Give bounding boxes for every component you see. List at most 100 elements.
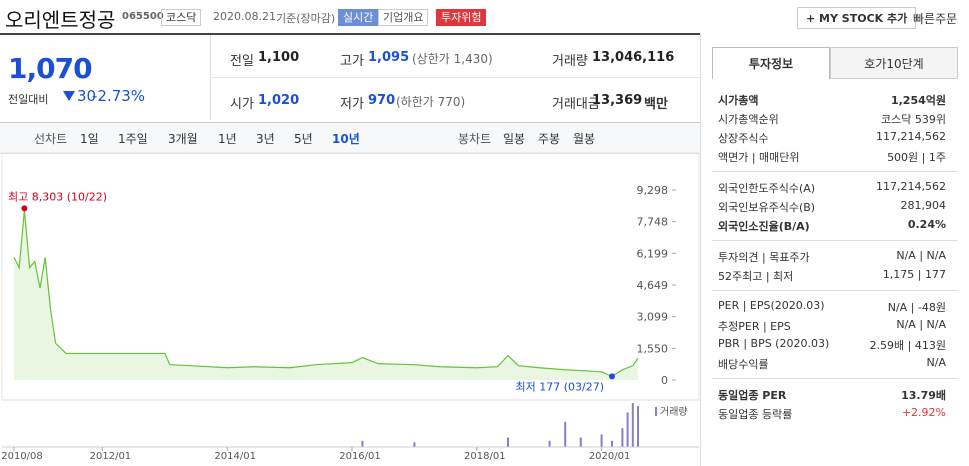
stat-label: 고가 <box>340 54 364 69</box>
volume-legend-swatch <box>655 407 657 416</box>
low-label: 최저 177 (03/27) <box>515 380 604 393</box>
chart: 0 1,550 3,099 4,649 6,199 7,748 9,298 최고 8,303 … <box>1 152 700 462</box>
volume-bar <box>579 437 582 447</box>
company-name: 오리엔트정공 <box>5 8 116 32</box>
volume-bar <box>611 440 613 447</box>
tab[interactable]: 1년 <box>218 132 237 146</box>
info-label: PER | EPS(2020.03) <box>718 299 825 312</box>
my-stock-label: MY STOCK 추가 <box>819 12 908 25</box>
tab[interactable]: 5년 <box>294 132 313 146</box>
info-value: 13.79배 <box>901 389 946 402</box>
x-tick-label: 2018/01 <box>464 451 506 462</box>
info-label: 외국인소진율(B/A) <box>718 220 810 233</box>
stat-value: 13,369 <box>592 93 643 108</box>
info-label: 액면가 | 매매단위 <box>718 151 800 164</box>
x-tick-label: 2010/08 <box>1 451 43 462</box>
tab-label: 봉차트 <box>458 132 492 146</box>
info-value: N/A | N/A <box>896 318 946 331</box>
stat-label: 시가 <box>230 97 254 112</box>
volume-bar <box>413 442 416 447</box>
tab-bar <box>0 122 700 154</box>
info-value: 117,214,562 <box>876 180 946 193</box>
info-value: N/A | -48원 <box>887 301 946 314</box>
info-label: 추정PER | EPS <box>718 320 791 333</box>
stat-label: 저가 <box>340 97 364 112</box>
volume-bar <box>637 406 639 447</box>
down-arrow <box>63 91 75 101</box>
y-tick-label: 1,550 <box>637 342 669 355</box>
separator <box>712 171 958 172</box>
overview-badge[interactable]: 기업개요 <box>378 9 429 26</box>
divider <box>210 77 700 78</box>
stat-note: (하한가 770) <box>396 95 466 109</box>
info-label: 투자의견 | 목표주가 <box>718 251 810 264</box>
stat-value: 1,095 <box>368 50 410 65</box>
info-value: 1,175 | 177 <box>882 268 946 281</box>
info-label: 상장주식수 <box>718 132 769 145</box>
info-value: +2.92% <box>901 406 946 419</box>
info-value: 2.59배 | 413원 <box>869 339 946 352</box>
change-value: 30 <box>77 87 97 105</box>
tab[interactable]: 일봉 <box>503 132 526 146</box>
info-label: 외국인한도주식수(A) <box>718 182 816 195</box>
tab[interactable]: 주봉 <box>538 132 561 146</box>
separator <box>712 290 958 291</box>
stat-value: 13,046,116 <box>592 50 675 65</box>
stat-value: 1,020 <box>258 93 300 108</box>
info-value: N/A | N/A <box>896 249 946 262</box>
basis: 기준(장마감) <box>276 12 336 25</box>
current-price: 1,070 <box>8 52 93 85</box>
y-tick-label: 0 <box>661 374 668 387</box>
info-label: 외국인보유주식수(B) <box>718 201 816 214</box>
x-tick-label: 2020/01 <box>589 451 631 462</box>
tab[interactable]: 1일 <box>80 132 99 146</box>
volume-bar <box>631 403 634 447</box>
info-value: 281,904 <box>900 199 947 212</box>
y-tick-label: 9,298 <box>637 184 669 197</box>
volume-bar <box>507 437 509 447</box>
tab[interactable]: 10년 <box>332 132 360 146</box>
tab[interactable]: 3년 <box>256 132 275 146</box>
x-tick-label: 2016/01 <box>339 451 381 462</box>
divider <box>700 33 701 466</box>
quick-order[interactable]: 빠른주문 <box>913 12 958 26</box>
stat-unit: 백만 <box>644 97 668 112</box>
y-tick-label: 7,748 <box>637 216 669 229</box>
info-label: 배당수익률 <box>718 358 769 371</box>
x-tick-label: 2012/01 <box>90 451 132 462</box>
high-marker <box>21 205 28 212</box>
volume-bar <box>361 440 364 447</box>
low-marker <box>609 373 615 380</box>
stat-value: 970 <box>368 93 396 108</box>
stat-label: 거래대금 <box>552 97 600 112</box>
tab[interactable]: 3개월 <box>168 132 198 146</box>
y-tick-label: 4,649 <box>637 279 669 292</box>
info-value: 1,254억원 <box>890 94 946 107</box>
info-value: 코스닥 539위 <box>881 113 946 126</box>
change-label: 전일대비 <box>8 93 49 106</box>
stat-label: 거래량 <box>552 54 588 69</box>
info-value: 117,214,562 <box>876 130 946 143</box>
info-tab[interactable]: 호가10단계 <box>830 47 958 79</box>
info-value: 0.24% <box>907 218 946 231</box>
price-line <box>13 210 639 378</box>
x-tick-label: 2014/01 <box>214 451 256 462</box>
my-stock-button[interactable]: + MY STOCK 추가 <box>797 7 917 29</box>
market: 코스닥 <box>161 9 202 26</box>
tab[interactable]: 1주일 <box>118 132 148 146</box>
stat-note: (상한가 1,430) <box>412 52 493 66</box>
info-label: PBR | BPS (2020.03) <box>718 337 830 350</box>
volume-bar <box>600 434 603 447</box>
info-tab[interactable]: 투자정보 <box>712 47 830 79</box>
volume-bar <box>564 421 567 447</box>
stat-label: 전일 <box>230 54 254 69</box>
tab[interactable]: 월봉 <box>573 132 596 146</box>
info-label: 시가총액순위 <box>718 113 779 126</box>
warning-badge: 투자위험 <box>436 9 487 26</box>
volume-legend: 거래량 <box>660 406 688 418</box>
info-label: 동일업종 PER <box>718 389 787 402</box>
high-label: 최고 8,303 (10/22) <box>8 190 107 203</box>
info-label: 동일업종 등락률 <box>718 408 793 421</box>
realtime-badge[interactable]: 실시간 <box>338 9 379 26</box>
